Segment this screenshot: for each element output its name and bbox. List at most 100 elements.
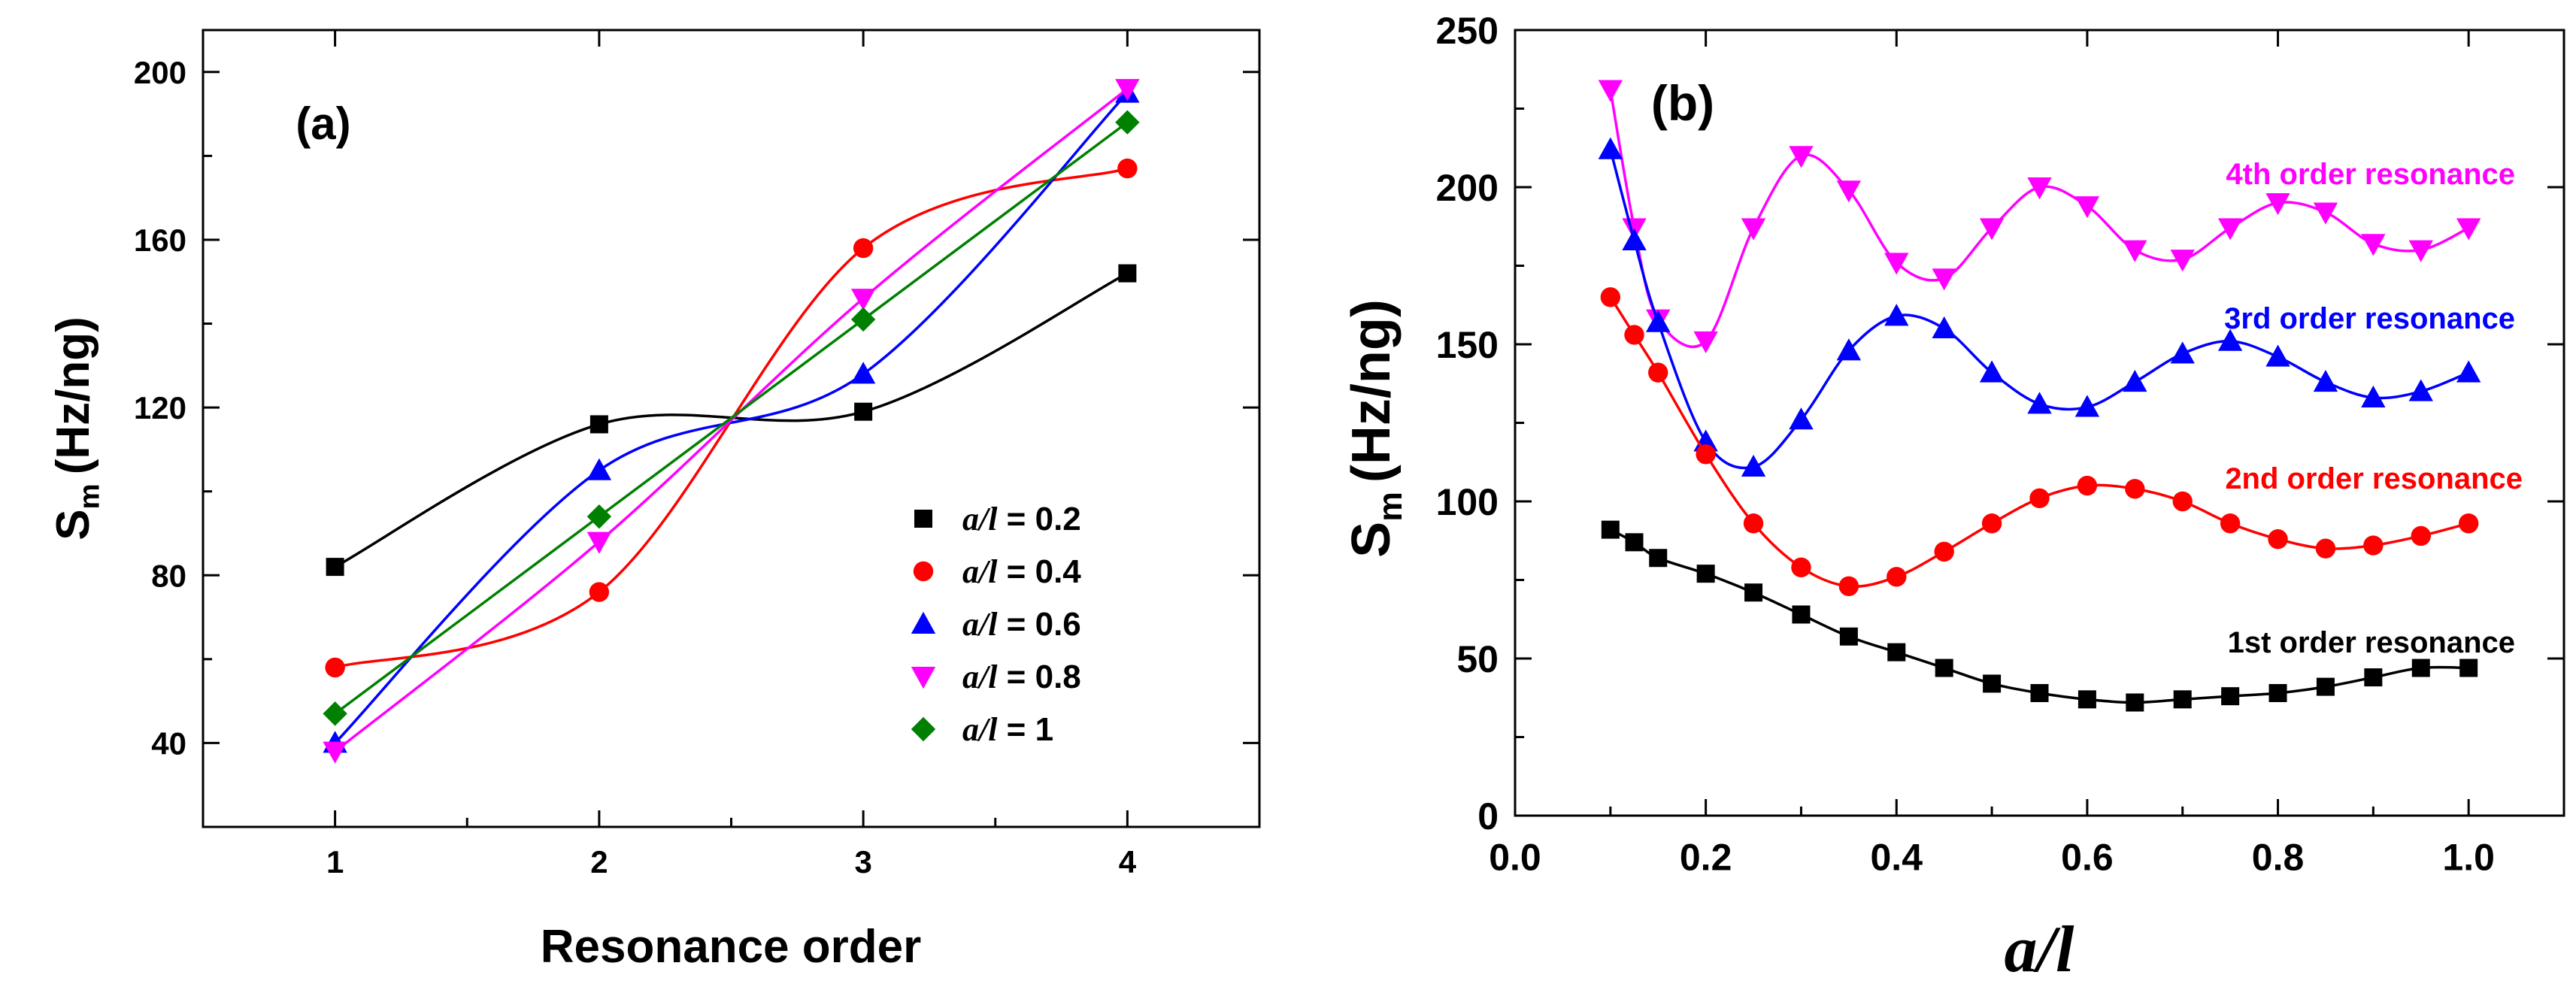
x-tick-label: 0.0	[1489, 837, 1541, 879]
series-3rd-order-resonance: 3rd order resonance	[1598, 137, 2515, 477]
data-point	[850, 362, 876, 384]
x-axis-title: Resonance order	[541, 921, 922, 973]
data-point	[1696, 565, 1715, 583]
data-point	[586, 531, 612, 554]
data-point	[1983, 674, 2002, 693]
data-point	[1836, 338, 1862, 361]
data-point	[1934, 541, 1954, 562]
legend-entry-label: a/l = 0.4	[962, 553, 1081, 590]
series-curve	[334, 87, 1129, 752]
legend-marker	[911, 667, 936, 689]
data-point	[2220, 513, 2241, 534]
series-1st-order-resonance: 1st order resonance	[1601, 520, 2515, 712]
legend-entry-variable: a/l	[962, 711, 998, 748]
data-point	[1839, 627, 1858, 646]
y-axis-title-sub: m	[1372, 492, 1409, 522]
data-point	[1979, 360, 2005, 383]
data-point	[2459, 659, 2478, 677]
data-point	[1115, 79, 1140, 101]
panel-label: (b)	[1651, 75, 1714, 131]
data-point	[2408, 379, 2433, 401]
data-point	[2030, 683, 2049, 702]
data-point	[586, 504, 612, 529]
legend-entry-value: = 0.8	[997, 659, 1080, 695]
x-tick-label: 0.8	[2252, 837, 2305, 879]
series-label: 1st order resonance	[2228, 626, 2515, 659]
data-point	[2221, 687, 2240, 706]
data-point	[1598, 80, 1623, 102]
data-point	[2170, 250, 2195, 272]
y-tick-label: 250	[1436, 10, 1499, 52]
y-tick-label: 50	[1456, 638, 1499, 680]
legend-entry-label: a/l = 0.6	[962, 606, 1081, 643]
series-curve	[1609, 296, 2469, 588]
y-tick-label: 40	[151, 726, 186, 761]
legend-entry-label: a/l = 0.2	[962, 501, 1081, 537]
data-point	[1884, 253, 1909, 275]
data-point	[1741, 454, 1766, 477]
data-point	[2364, 668, 2383, 687]
data-point	[1836, 180, 1862, 203]
legend-entry-variable: a/l	[962, 553, 998, 590]
data-point	[2029, 488, 2050, 509]
data-point	[2456, 218, 2481, 241]
data-point	[1115, 110, 1140, 135]
data-point	[2268, 683, 2287, 702]
data-point	[2170, 341, 2195, 364]
data-point	[2077, 690, 2096, 709]
data-point	[1935, 659, 1953, 677]
y-axis-title: Sm (Hz/ng)	[47, 316, 106, 540]
y-tick-label: 160	[134, 223, 186, 258]
chart-panel-a: 40 80 120 160 200 1 2 3 4 (a) Sm (Hz/ng) Resonance o…	[47, 29, 1261, 973]
legend-entry-value: = 1	[997, 711, 1053, 748]
x-tick-label: 1.0	[2442, 837, 2495, 879]
series-label: 4th order resonance	[2226, 158, 2515, 191]
series-a-l-1	[323, 110, 1140, 726]
x-tick-label: 1	[326, 844, 344, 880]
y-axis-title-main: S	[1341, 522, 1402, 558]
series-label: 2nd order resonance	[2225, 462, 2523, 495]
data-point	[1791, 557, 1811, 577]
data-point	[2313, 369, 2338, 392]
series-curve	[1609, 149, 2469, 470]
x-tick-label: 0.6	[2061, 837, 2114, 879]
legend-marker	[911, 611, 936, 634]
y-axis-title-main: S	[47, 509, 99, 540]
y-tick-label: 0	[1477, 795, 1499, 837]
data-point	[1648, 362, 1668, 383]
data-point	[1884, 304, 1909, 326]
series-4th-order-resonance: 4th order resonance	[1598, 80, 2515, 354]
data-point	[1981, 513, 2002, 534]
data-point	[2411, 659, 2430, 677]
data-point	[2458, 513, 2479, 534]
data-point	[1649, 549, 1668, 568]
series-curve	[334, 92, 1129, 744]
data-point	[2217, 218, 2243, 241]
data-point	[1622, 228, 1647, 251]
data-point	[2027, 177, 2052, 200]
legend-entry-value: = 0.4	[997, 553, 1081, 590]
data-point	[2363, 535, 2384, 556]
y-tick-label: 100	[1436, 481, 1499, 523]
y-tick-label: 200	[1436, 167, 1499, 209]
data-point	[2125, 479, 2145, 499]
data-point	[2173, 690, 2192, 709]
data-point	[1838, 576, 1859, 597]
legend-marker	[913, 561, 934, 582]
legend-marker	[911, 716, 936, 742]
y-tick-label: 150	[1436, 324, 1499, 366]
plot-frame	[202, 29, 1261, 828]
y-tick-label: 80	[151, 558, 186, 593]
data-point	[1693, 331, 1718, 354]
series-2nd-order-resonance: 2nd order resonance	[1600, 287, 2523, 597]
x-tick-label: 0.2	[1680, 837, 1732, 879]
data-point	[1792, 605, 1811, 624]
data-point	[1789, 407, 1814, 430]
y-axis-title: Sm (Hz/ng)	[1341, 299, 1409, 558]
data-point	[2217, 329, 2243, 351]
data-point	[1789, 146, 1814, 168]
data-point	[1979, 218, 2005, 241]
data-point	[325, 657, 345, 678]
data-point	[1932, 268, 1956, 291]
